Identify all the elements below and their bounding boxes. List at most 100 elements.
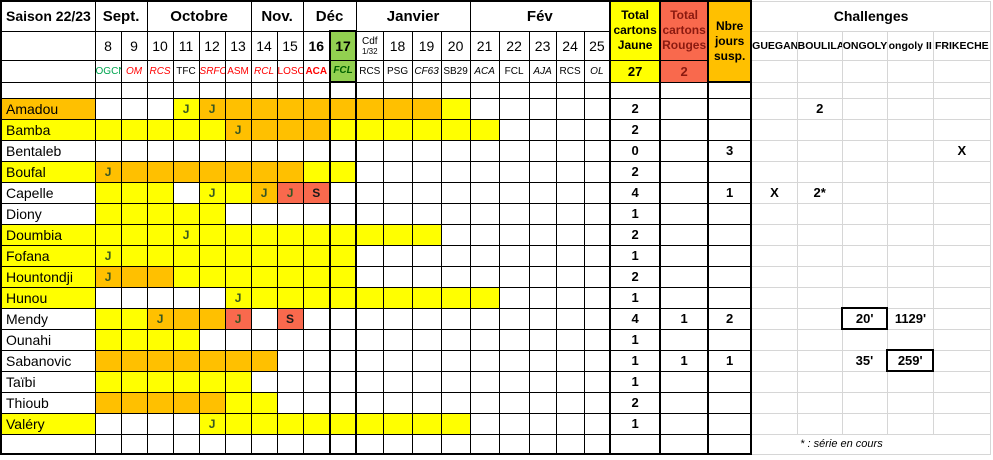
match-cell[interactable] — [440, 286, 471, 309]
challenge-cell[interactable] — [796, 349, 843, 372]
match-cell[interactable] — [276, 244, 304, 267]
match-cell[interactable] — [302, 97, 331, 120]
opponent-cell[interactable]: OM — [120, 59, 148, 83]
match-cell[interactable]: J — [172, 223, 200, 246]
challenge-cell[interactable] — [750, 59, 798, 83]
match-cell[interactable] — [355, 370, 384, 393]
month-header[interactable]: Fév — [469, 0, 611, 32]
match-cell[interactable] — [329, 349, 358, 372]
total-red-header[interactable]: Total cartons Rouges — [659, 0, 709, 61]
match-cell[interactable] — [198, 244, 226, 267]
match-cell[interactable] — [224, 391, 252, 414]
total-red-cell[interactable] — [659, 370, 709, 393]
opponent-cell[interactable]: RCS — [555, 59, 585, 83]
empty-cell[interactable] — [120, 81, 148, 99]
susp-days-cell[interactable] — [707, 391, 753, 414]
susp-days-header[interactable]: Nbre jours susp. — [707, 0, 753, 83]
match-cell[interactable] — [355, 139, 384, 162]
match-cell[interactable] — [555, 181, 585, 204]
empty-cell[interactable] — [659, 433, 709, 455]
challenge-cell[interactable] — [841, 244, 888, 267]
month-header[interactable]: Déc — [302, 0, 357, 32]
challenge-cell[interactable] — [932, 307, 992, 330]
match-cell[interactable] — [555, 307, 585, 330]
empty-cell[interactable] — [329, 81, 358, 99]
challenge-cell[interactable]: 259' — [886, 349, 935, 372]
match-cell[interactable] — [146, 265, 174, 288]
match-cell[interactable] — [528, 391, 557, 414]
match-cell[interactable]: J — [172, 97, 200, 120]
match-cell[interactable] — [355, 328, 384, 351]
match-cell[interactable] — [250, 97, 278, 120]
match-cell[interactable] — [469, 202, 500, 225]
match-cell[interactable] — [528, 223, 557, 246]
match-cell[interactable] — [583, 265, 611, 288]
challenge-cell[interactable] — [886, 370, 934, 393]
challenge-cell[interactable] — [886, 59, 934, 83]
challenge-cell[interactable] — [796, 202, 843, 225]
match-cell[interactable] — [146, 202, 174, 225]
match-cell[interactable] — [411, 286, 442, 309]
match-cell[interactable] — [94, 307, 122, 330]
challenge-cell[interactable] — [841, 181, 888, 204]
match-cell[interactable] — [120, 202, 148, 225]
match-cell[interactable] — [528, 286, 557, 309]
challenge-cell[interactable] — [796, 118, 843, 141]
match-cell[interactable] — [172, 391, 200, 414]
challenge-cell[interactable] — [932, 81, 992, 99]
match-cell[interactable] — [528, 349, 557, 372]
match-cell[interactable] — [411, 97, 442, 120]
match-cell[interactable] — [250, 307, 278, 330]
player-name[interactable]: Capelle — [0, 181, 96, 204]
opponent-cell[interactable]: TFC — [172, 59, 200, 83]
match-cell[interactable] — [498, 412, 530, 435]
match-cell[interactable] — [172, 139, 200, 162]
date-header[interactable]: 20 — [440, 30, 471, 61]
match-cell[interactable] — [555, 391, 585, 414]
match-cell[interactable] — [120, 391, 148, 414]
match-cell[interactable] — [302, 118, 331, 141]
match-cell[interactable] — [94, 97, 122, 120]
match-cell[interactable] — [302, 328, 331, 351]
match-cell[interactable] — [276, 391, 304, 414]
match-cell[interactable] — [355, 391, 384, 414]
match-cell[interactable] — [440, 118, 471, 141]
challenge-cell[interactable] — [841, 391, 888, 414]
match-cell[interactable] — [250, 370, 278, 393]
match-cell[interactable] — [302, 160, 331, 183]
match-cell[interactable] — [440, 139, 471, 162]
match-cell[interactable]: J — [198, 97, 226, 120]
match-cell[interactable] — [120, 370, 148, 393]
challenge-header[interactable]: ONGOLY I — [841, 30, 888, 61]
player-name[interactable]: Mendy — [0, 307, 96, 330]
match-cell[interactable] — [94, 370, 122, 393]
match-cell[interactable] — [382, 370, 413, 393]
total-red-cell[interactable] — [659, 118, 709, 141]
match-cell[interactable] — [440, 202, 471, 225]
match-cell[interactable] — [382, 139, 413, 162]
total-yellow-cell[interactable]: 1 — [609, 412, 661, 435]
match-cell[interactable] — [94, 286, 122, 309]
total-red-cell[interactable]: 1 — [659, 307, 709, 330]
opponent-cell[interactable]: RCS — [355, 59, 384, 83]
empty-cell[interactable] — [198, 81, 226, 99]
match-cell[interactable] — [411, 265, 442, 288]
challenge-cell[interactable] — [886, 412, 934, 435]
match-cell[interactable] — [120, 412, 148, 435]
total-red-cell[interactable] — [659, 97, 709, 120]
match-cell[interactable] — [440, 328, 471, 351]
match-cell[interactable] — [146, 223, 174, 246]
challenge-cell[interactable] — [750, 286, 798, 309]
empty-cell[interactable] — [469, 433, 500, 455]
challenge-cell[interactable] — [796, 307, 843, 330]
empty-cell[interactable] — [609, 81, 661, 99]
challenge-cell[interactable]: 2* — [796, 181, 843, 204]
empty-cell[interactable] — [440, 81, 471, 99]
empty-cell[interactable] — [198, 433, 226, 455]
match-cell[interactable] — [469, 349, 500, 372]
match-cell[interactable] — [355, 349, 384, 372]
match-cell[interactable] — [583, 412, 611, 435]
empty-cell[interactable] — [659, 81, 709, 99]
empty-cell[interactable] — [555, 81, 585, 99]
match-cell[interactable] — [94, 139, 122, 162]
